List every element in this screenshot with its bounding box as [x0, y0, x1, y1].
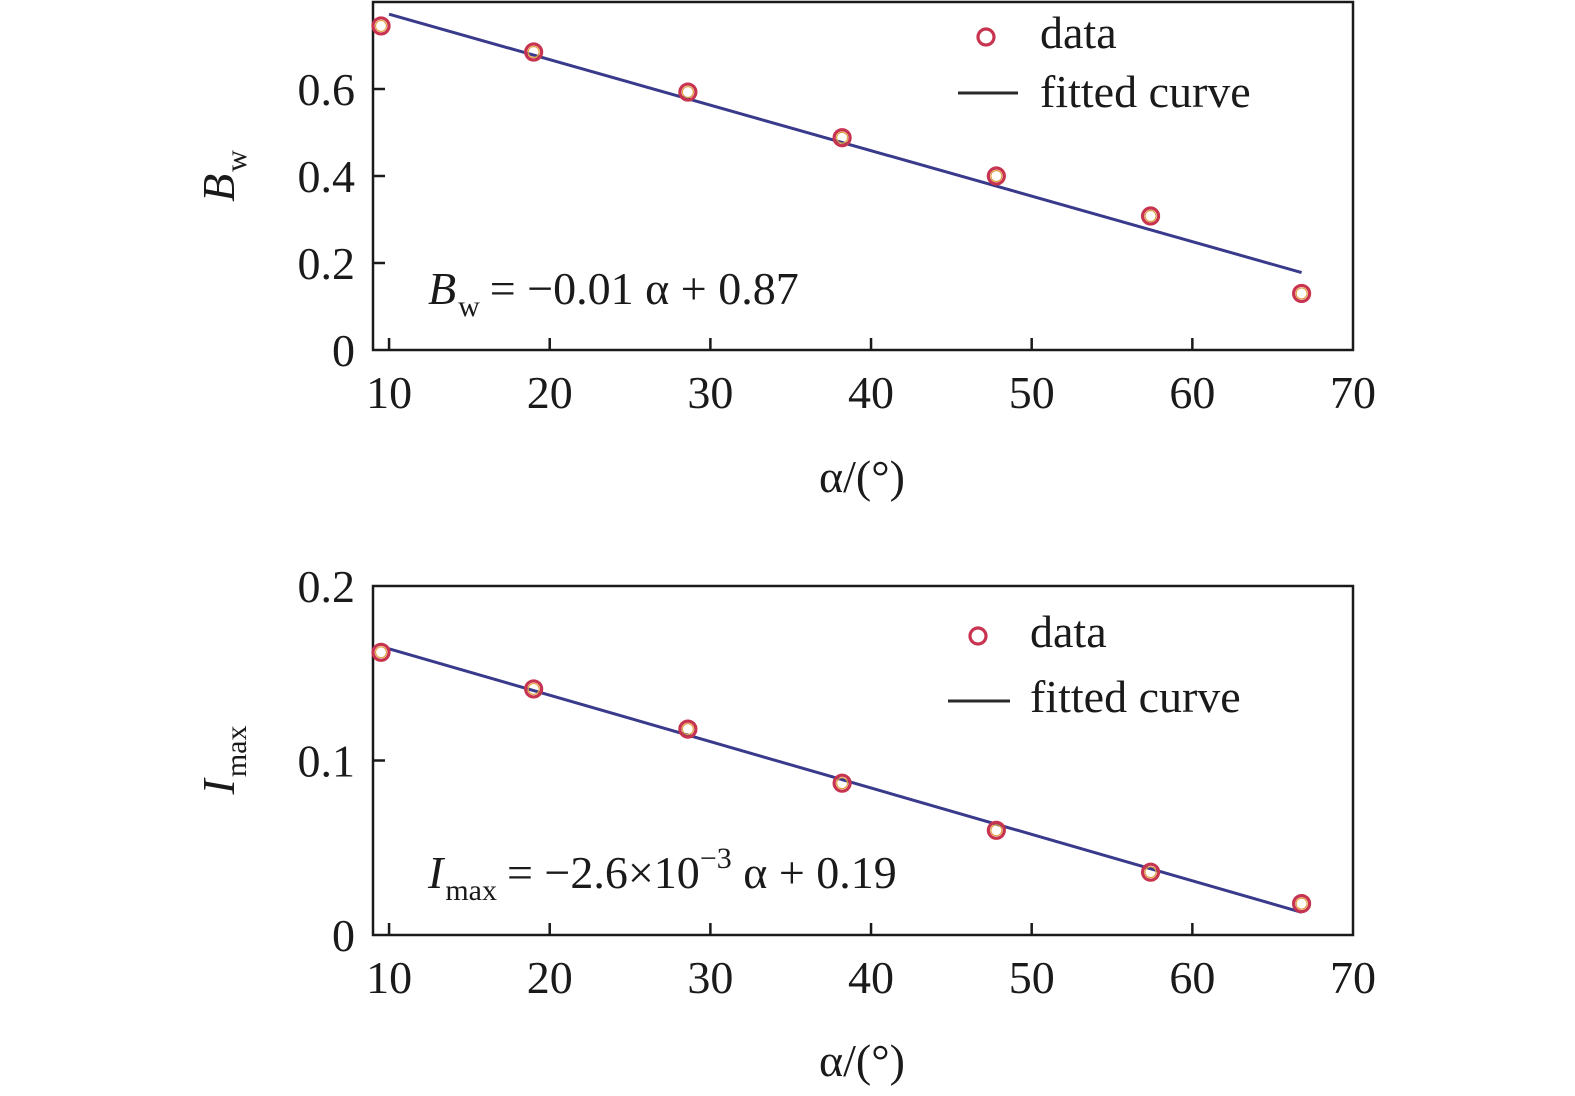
imax-legend-fit-label: fitted curve	[1030, 671, 1241, 722]
imax-y-tick-label: 0.1	[298, 736, 356, 787]
imax-x-tick-label: 60	[1169, 952, 1215, 1003]
imax-data-point	[832, 773, 852, 793]
imax-data-point-inner	[1144, 866, 1157, 879]
bw-data-point	[371, 16, 391, 36]
bw-legend-data-marker	[976, 27, 996, 47]
bw-data-point	[1291, 283, 1312, 304]
imax-data-point-inner	[1295, 897, 1308, 910]
imax-data-point-inner	[681, 722, 694, 736]
bw-legend-fit-label: fitted curve	[1040, 66, 1251, 117]
bw-data-point	[678, 82, 698, 102]
bw-data-markers	[371, 16, 1312, 304]
imax-legend-data-label: data	[1030, 606, 1107, 657]
bw-equation: Bw = −0.01 α + 0.87	[428, 263, 799, 323]
imax-data-point-inner	[374, 646, 388, 659]
bw-legend: data fitted curve	[958, 7, 1251, 117]
bw-y-tick-label: 0.4	[298, 151, 356, 202]
bw-y-tick-label: 0	[332, 325, 355, 376]
bw-data-point-inner	[836, 131, 849, 144]
imax-data-point	[678, 719, 698, 739]
bw-y-axis-label: Bw	[193, 150, 253, 202]
imax-data-point	[524, 679, 544, 699]
bw-data-point	[1140, 206, 1161, 226]
imax-data-point	[1291, 893, 1312, 914]
imax-y-axis-label: Imax	[193, 726, 253, 796]
bw-x-tick-label: 40	[848, 367, 894, 418]
imax-equation: Imax = −2.6×10−3 α + 0.19	[427, 842, 897, 907]
imax-data-point	[986, 820, 1006, 840]
imax-x-tick-label: 70	[1330, 952, 1376, 1003]
imax-tick-labels: 10 20 30 40 50 60 70 0 0.1 0.2	[298, 561, 1377, 1003]
imax-data-point	[371, 642, 391, 662]
imax-ticks	[373, 759, 1194, 935]
bw-data-point-inner	[681, 85, 694, 99]
bw-data-point	[524, 42, 544, 62]
imax-y-tick-label: 0	[332, 910, 355, 961]
imax-data-point-inner	[836, 777, 849, 790]
bw-data-point-inner	[1295, 287, 1308, 300]
bw-data-point	[832, 128, 852, 148]
bw-x-tick-label: 10	[366, 367, 412, 418]
imax-legend: data fitted curve	[948, 606, 1241, 722]
imax-y-tick-label: 0.2	[298, 561, 356, 612]
imax-x-tick-label: 20	[527, 952, 573, 1003]
bw-data-point-inner	[1144, 209, 1157, 223]
imax-data-point-inner	[527, 682, 540, 696]
bw-tick-labels: 10 20 30 40 50 60 70 0 0.2 0.4 0.6	[298, 64, 1377, 418]
imax-data-markers	[371, 642, 1312, 914]
imax-x-tick-label: 50	[1009, 952, 1055, 1003]
imax-data-point-inner	[990, 824, 1003, 837]
imax-x-tick-label: 10	[366, 952, 412, 1003]
bw-chart: 10 20 30 40 50 60 70 0 0.2 0.4 0.6 data fitted cur…	[193, 0, 1377, 502]
imax-legend-data-marker	[968, 626, 988, 646]
bw-data-point-inner	[374, 19, 388, 33]
bw-x-tick-label: 50	[1009, 367, 1055, 418]
bw-x-axis-label: α/(°)	[819, 451, 905, 502]
bw-y-tick-label: 0.2	[298, 238, 356, 289]
imax-x-tick-label: 40	[848, 952, 894, 1003]
bw-y-tick-label: 0.6	[298, 64, 356, 115]
imax-data-point	[1140, 862, 1161, 882]
bw-x-tick-label: 60	[1169, 367, 1215, 418]
bw-x-tick-label: 70	[1330, 367, 1376, 418]
imax-x-tick-label: 30	[687, 952, 733, 1003]
bw-data-point	[986, 166, 1006, 186]
imax-x-axis-label: α/(°)	[819, 1035, 905, 1086]
bw-x-tick-label: 30	[687, 367, 733, 418]
bw-data-point-inner	[527, 45, 540, 59]
bw-x-tick-label: 20	[527, 367, 573, 418]
bw-data-point-inner	[990, 169, 1003, 183]
bw-legend-data-label: data	[1040, 7, 1117, 58]
bw-ticks	[373, 87, 1194, 350]
